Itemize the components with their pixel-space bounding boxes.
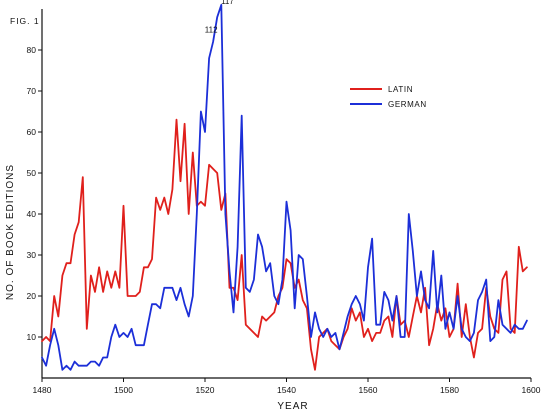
x-tick-label: 1600 <box>522 385 541 395</box>
x-tick-label: 1580 <box>440 385 459 395</box>
y-tick-label: 20 <box>27 291 37 301</box>
y-axis-title: NO. OF BOOK EDITIONS <box>5 164 16 300</box>
x-tick-label: 1520 <box>196 385 215 395</box>
series-line-latin <box>41 118 528 371</box>
y-tick-label: 30 <box>27 250 37 260</box>
y-tick-label: 60 <box>27 127 37 137</box>
series-lines <box>41 4 528 371</box>
peak-annotations: 117 112 <box>205 0 235 35</box>
figure-label: FIG. 1 <box>10 16 40 26</box>
y-tick-label: 40 <box>27 209 37 219</box>
legend-label-german: GERMAN <box>388 100 427 109</box>
x-tick-label: 1560 <box>359 385 378 395</box>
x-axis-title: YEAR <box>277 401 308 412</box>
x-axis: 1480 1500 1520 1540 1560 1580 1600 <box>33 377 541 395</box>
y-tick-label: 10 <box>27 332 37 342</box>
x-tick-label: 1540 <box>277 385 296 395</box>
legend-label-latin: LATIN <box>388 85 413 94</box>
x-tick-label: 1500 <box>114 385 133 395</box>
y-tick-label: 80 <box>27 45 37 55</box>
series-line-german <box>41 4 528 371</box>
legend: LATIN GERMAN <box>350 85 427 109</box>
peak-annotation: 117 <box>221 0 234 6</box>
x-tick-label: 1480 <box>33 385 52 395</box>
y-tick-label: 70 <box>27 86 37 96</box>
y-tick-label: 50 <box>27 168 37 178</box>
y-axis: 10 20 30 40 50 60 70 80 <box>27 9 43 378</box>
peak-annotation: 112 <box>205 26 218 35</box>
